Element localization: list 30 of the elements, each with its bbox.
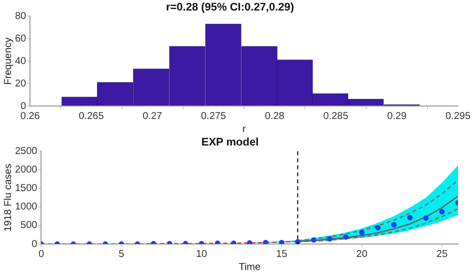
y-tick-label: 500 [20, 220, 38, 232]
y-tick-label: 1000 [14, 202, 38, 213]
y-tick-label: 2500 [14, 146, 38, 157]
x-tick-label: 20 [356, 248, 368, 260]
x-axis-title: r [242, 124, 246, 135]
y-tick-label: 0 [32, 238, 38, 250]
x-tick-label: 0.285 [323, 110, 349, 122]
x-tick-label: 10 [196, 248, 208, 260]
x-tick-label: 0.28 [264, 110, 285, 122]
y-tick-label: 80 [15, 10, 27, 22]
x-tick-label: 0.27 [142, 110, 163, 122]
chart-title: r=0.28 (95% CI:0.27,0.29) [166, 2, 294, 14]
x-tick-label: 0.29 [387, 110, 408, 122]
x-tick-label: 5 [118, 248, 125, 260]
x-tick-label: 0.26 [20, 110, 40, 122]
y-axis-title: Frequency [2, 37, 14, 85]
x-tick-label: 25 [436, 248, 448, 260]
x-tick-label: 0.295 [445, 110, 471, 122]
x-tick-label: 0.275 [200, 110, 226, 122]
y-tick-label: 0 [20, 100, 27, 112]
y-tick-label: 60 [15, 33, 27, 44]
y-tick-label: 2000 [14, 164, 38, 176]
x-tick-label: 0.265 [78, 110, 104, 122]
x-axis-title: Time [238, 262, 261, 273]
y-axis-title: 1918 Flu cases [2, 164, 14, 232]
x-tick-label: 15 [276, 248, 288, 260]
chart-title: EXP model [201, 136, 259, 149]
y-tick-label: 40 [15, 56, 27, 67]
y-tick-label: 20 [15, 78, 27, 90]
y-tick-label: 1500 [14, 183, 38, 194]
